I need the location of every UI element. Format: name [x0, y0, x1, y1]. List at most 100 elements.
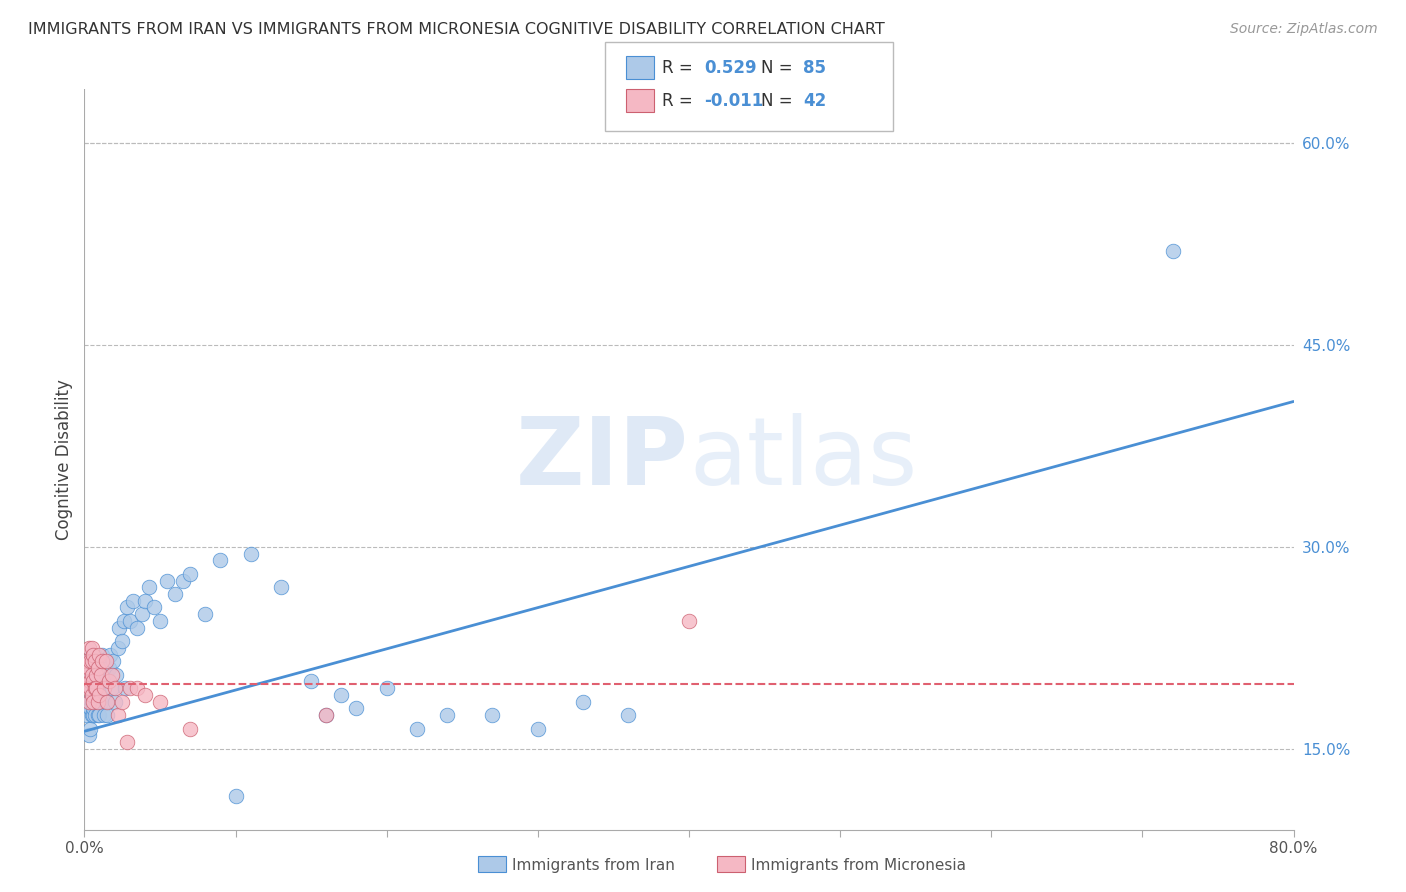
Text: N =: N =: [761, 92, 797, 110]
Point: [86, 667, 108, 681]
Point: [127, 621, 149, 635]
Point: [79, 674, 101, 689]
Point: [112, 614, 135, 628]
Point: [80, 708, 103, 723]
Point: [91, 654, 114, 668]
Text: -0.011: -0.011: [704, 92, 763, 110]
Point: [115, 735, 138, 749]
Point: [572, 695, 595, 709]
Point: [134, 593, 156, 607]
Point: [79, 681, 101, 696]
Point: [90, 695, 112, 709]
Point: [76, 654, 98, 668]
Point: [91, 674, 114, 689]
Point: [82, 654, 104, 668]
Text: atlas: atlas: [689, 413, 917, 506]
Point: [94, 667, 117, 681]
Point: [239, 547, 262, 561]
Point: [98, 648, 121, 662]
Point: [77, 728, 100, 742]
Point: [82, 648, 104, 662]
Point: [80, 681, 103, 696]
Point: [76, 708, 98, 723]
Point: [90, 667, 112, 681]
Point: [76, 681, 98, 696]
Point: [75, 674, 97, 689]
Point: [406, 722, 429, 736]
Point: [299, 674, 322, 689]
Point: [84, 648, 107, 662]
Point: [134, 688, 156, 702]
Point: [678, 614, 700, 628]
Point: [87, 695, 110, 709]
Point: [1161, 244, 1184, 258]
Point: [75, 667, 97, 681]
Point: [93, 681, 115, 696]
Point: [115, 600, 138, 615]
Point: [90, 667, 112, 681]
Point: [80, 648, 103, 662]
Point: [87, 661, 110, 675]
Point: [97, 661, 120, 675]
Point: [87, 708, 110, 723]
Point: [165, 587, 187, 601]
Point: [84, 681, 107, 696]
Text: IMMIGRANTS FROM IRAN VS IMMIGRANTS FROM MICRONESIA COGNITIVE DISABILITY CORRELAT: IMMIGRANTS FROM IRAN VS IMMIGRANTS FROM …: [28, 22, 884, 37]
Point: [82, 688, 104, 702]
Point: [77, 681, 100, 696]
Point: [481, 708, 503, 723]
Point: [77, 661, 100, 675]
Point: [436, 708, 458, 723]
Point: [77, 695, 100, 709]
Point: [118, 614, 141, 628]
Point: [79, 674, 101, 689]
Point: [96, 708, 118, 723]
Point: [97, 674, 120, 689]
Text: R =: R =: [662, 92, 699, 110]
Point: [82, 708, 104, 723]
Point: [96, 695, 118, 709]
Text: 0.529: 0.529: [704, 59, 756, 77]
Text: Immigrants from Micronesia: Immigrants from Micronesia: [751, 858, 966, 872]
Point: [82, 667, 104, 681]
Point: [172, 574, 194, 588]
Point: [89, 681, 111, 696]
Point: [82, 674, 104, 689]
Point: [131, 607, 153, 622]
Point: [225, 789, 247, 803]
Y-axis label: Cognitive Disability: Cognitive Disability: [55, 379, 73, 540]
Point: [84, 661, 107, 675]
Point: [107, 708, 129, 723]
Point: [107, 640, 129, 655]
Point: [93, 708, 115, 723]
Text: 42: 42: [803, 92, 827, 110]
Point: [79, 654, 101, 668]
Point: [346, 701, 368, 715]
Point: [111, 695, 134, 709]
Point: [617, 708, 640, 723]
Point: [315, 708, 337, 723]
Point: [80, 667, 103, 681]
Point: [79, 654, 101, 668]
Point: [79, 722, 101, 736]
Point: [209, 553, 232, 567]
Point: [105, 667, 128, 681]
Point: [84, 681, 107, 696]
Point: [156, 574, 179, 588]
Point: [91, 648, 114, 662]
Point: [94, 695, 117, 709]
Point: [194, 607, 217, 622]
Point: [96, 674, 118, 689]
Point: [80, 661, 103, 675]
Point: [330, 688, 353, 702]
Point: [80, 695, 103, 709]
Point: [142, 600, 165, 615]
Point: [94, 654, 117, 668]
Point: [87, 661, 110, 675]
Point: [121, 593, 143, 607]
Point: [84, 654, 107, 668]
Point: [315, 708, 337, 723]
Point: [179, 566, 201, 581]
Point: [80, 688, 103, 702]
Point: [77, 695, 100, 709]
